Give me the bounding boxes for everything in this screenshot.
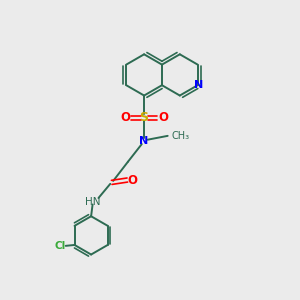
Text: N: N <box>140 136 149 146</box>
Text: HN: HN <box>85 196 100 206</box>
Text: O: O <box>158 111 168 124</box>
Text: S: S <box>140 111 148 124</box>
Text: CH₃: CH₃ <box>172 131 190 141</box>
Text: N: N <box>194 80 203 90</box>
Text: O: O <box>120 111 130 124</box>
Text: O: O <box>127 173 137 187</box>
Text: Cl: Cl <box>54 242 65 251</box>
